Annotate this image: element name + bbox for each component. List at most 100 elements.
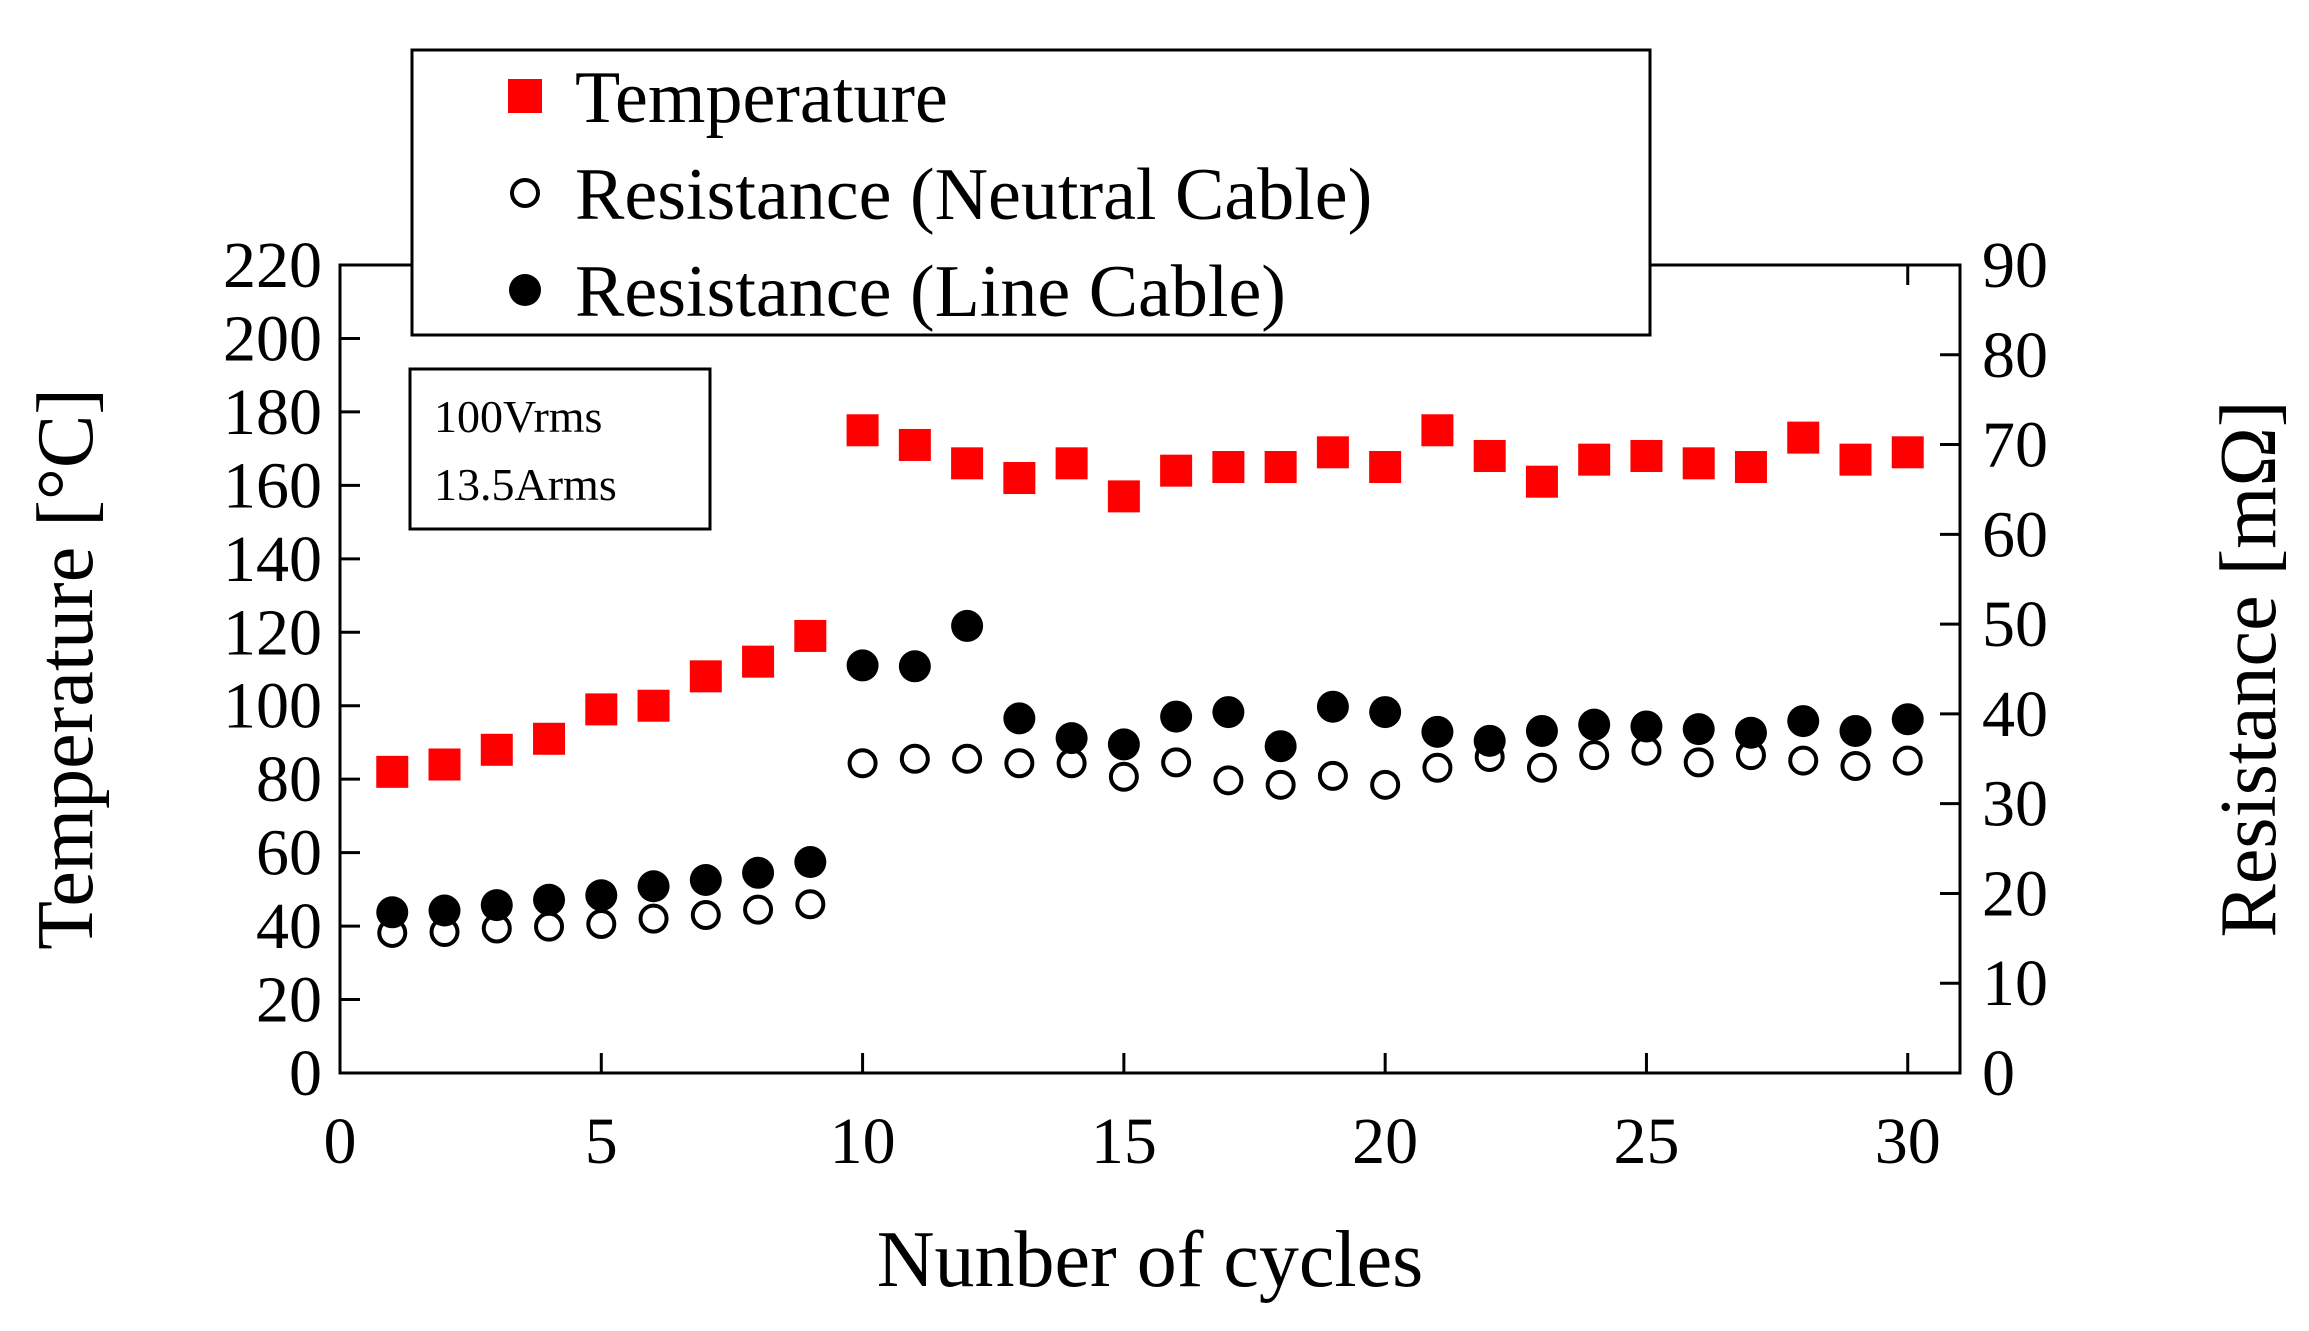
resistance-line-cable-point: [1421, 715, 1454, 748]
resistance-line-cable-point: [794, 846, 827, 879]
resistance-neutral-cable-point: [1265, 769, 1296, 800]
left-y-tick-label: 0: [289, 1037, 322, 1110]
right-y-tick-label: 60: [1982, 498, 2048, 571]
temperature-point: [1003, 462, 1036, 495]
resistance-neutral-cable-point: [534, 911, 565, 942]
temperature-point: [794, 619, 827, 652]
x-tick-label: 5: [585, 1105, 618, 1178]
resistance-line-cable-point: [376, 896, 409, 929]
temperature-point: [1630, 439, 1663, 472]
temperature-point: [1055, 447, 1088, 480]
temperature-point: [1316, 436, 1349, 469]
x-tick-label: 25: [1613, 1105, 1679, 1178]
legend-label-temperature: Temperature: [575, 57, 948, 139]
resistance-neutral-cable-point: [1892, 745, 1923, 776]
legend-marker-temperature: [508, 79, 542, 113]
right-y-tick-label: 10: [1982, 947, 2048, 1020]
temperature-point: [1839, 443, 1872, 476]
resistance-neutral-cable-point: [1213, 765, 1244, 796]
temperature-point: [585, 693, 618, 726]
left-y-tick-label: 200: [223, 302, 322, 375]
temperature-point: [898, 428, 931, 461]
resistance-line-cable-point: [533, 883, 566, 916]
temperature-point: [1787, 421, 1820, 454]
resistance-line-cable-point: [1107, 728, 1140, 761]
temperature-point: [1578, 443, 1611, 476]
resistance-line-cable-point: [1264, 730, 1297, 763]
left-y-tick-label: 120: [223, 596, 322, 669]
temperature-point: [1734, 451, 1767, 483]
temperature-point: [1264, 451, 1297, 483]
resistance-line-cable-point: [1682, 713, 1715, 746]
resistance-neutral-cable-point: [899, 743, 930, 774]
temperature-point: [1107, 480, 1140, 513]
resistance-line-cable-point: [1316, 690, 1349, 723]
resistance-line-cable-point: [1787, 705, 1820, 738]
resistance-neutral-cable-point: [1788, 745, 1819, 776]
left-y-tick-label: 160: [223, 449, 322, 522]
temperature-point: [1421, 414, 1454, 447]
resistance-neutral-cable-point: [690, 899, 721, 930]
legend-box: [410, 48, 1652, 337]
resistance-neutral-cable-point: [1683, 747, 1714, 778]
resistance-line-cable-point: [1525, 714, 1558, 747]
temperature-point: [480, 733, 513, 766]
resistance-neutral-cable-point: [743, 894, 774, 925]
x-axis-title: Nunber of cycles: [877, 1216, 1423, 1304]
temperature-point: [376, 755, 409, 788]
resistance-line-cable-point: [689, 863, 722, 896]
resistance-neutral-cable-point: [1526, 752, 1557, 783]
temperature-point: [846, 414, 879, 447]
resistance-neutral-cable-point: [1840, 750, 1871, 781]
resistance-neutral-cable-point: [1108, 761, 1139, 792]
annotation-box: [408, 367, 712, 531]
right-y-axis-title: Resistance [mΩ]: [2205, 400, 2293, 937]
resistance-line-cable-point: [951, 609, 984, 642]
legend-label-line-cable: Resistance (Line Cable): [575, 251, 1286, 333]
resistance-neutral-cable-point: [586, 908, 617, 939]
left-y-tick-label: 20: [256, 964, 322, 1037]
annotation-voltage: 100Vrms: [434, 391, 602, 442]
temperature-point: [742, 645, 775, 678]
resistance-line-cable-point: [1630, 710, 1663, 743]
legend-label-neutral-cable: Resistance (Neutral Cable): [575, 154, 1372, 236]
left-y-tick-label: 40: [256, 890, 322, 963]
resistance-line-cable-point: [480, 889, 513, 922]
resistance-line-cable-point: [1891, 703, 1924, 736]
left-y-tick-label: 220: [223, 229, 322, 302]
resistance-line-cable-point: [637, 870, 670, 903]
resistance-line-cable-point: [898, 650, 931, 683]
resistance-neutral-cable-point: [638, 903, 669, 934]
resistance-neutral-cable-point: [1317, 760, 1348, 791]
resistance-neutral-cable-point: [847, 748, 878, 779]
right-y-tick-label: 40: [1982, 678, 2048, 751]
resistance-neutral-cable-point: [1370, 769, 1401, 800]
temperature-point: [951, 447, 984, 480]
right-y-tick-label: 20: [1982, 857, 2048, 930]
left-y-tick-label: 180: [223, 376, 322, 449]
x-tick-label: 15: [1091, 1105, 1157, 1178]
resistance-neutral-cable-point: [1056, 748, 1087, 779]
resistance-line-cable-point: [1003, 702, 1036, 735]
right-y-tick-label: 90: [1982, 229, 2048, 302]
resistance-line-cable-point: [585, 879, 618, 912]
temperature-point: [1160, 454, 1193, 487]
x-tick-label: 20: [1352, 1105, 1418, 1178]
left-y-tick-label: 60: [256, 817, 322, 890]
temperature-point: [637, 689, 670, 722]
resistance-neutral-cable-point: [952, 743, 983, 774]
resistance-line-cable-point: [1473, 724, 1506, 757]
right-y-tick-label: 30: [1982, 768, 2048, 841]
left-y-axis-title: Temperature [°C]: [22, 388, 110, 950]
resistance-line-cable-point: [1160, 700, 1193, 733]
legend-marker-line-cable: [509, 274, 541, 306]
temperature-point: [1682, 447, 1715, 480]
right-y-tick-label: 50: [1982, 588, 2048, 661]
temperature-point: [533, 722, 566, 755]
right-y-tick-label: 70: [1982, 409, 2048, 482]
left-y-tick-label: 100: [223, 670, 322, 743]
x-tick-label: 10: [830, 1105, 896, 1178]
resistance-neutral-cable-point: [1161, 747, 1192, 778]
resistance-line-cable-point: [1055, 722, 1088, 755]
